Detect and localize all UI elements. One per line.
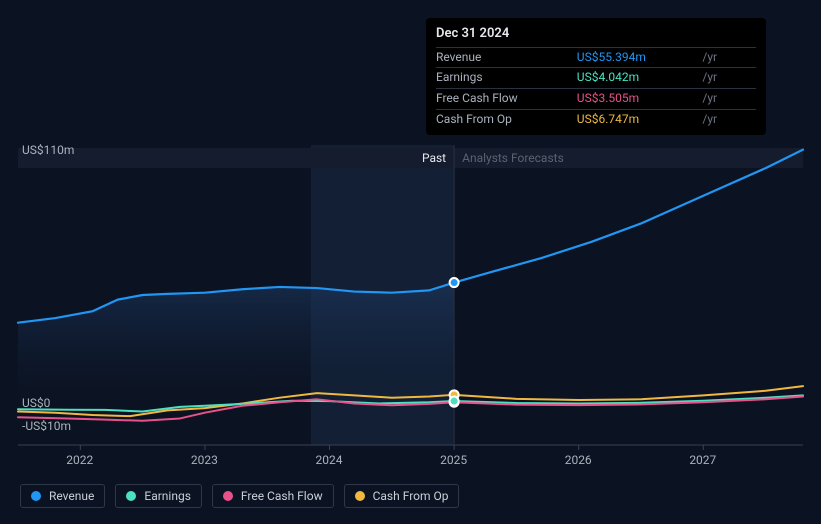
tooltip-row-value: US$3.505m — [577, 89, 699, 110]
hover-tooltip: Dec 31 2024 RevenueUS$55.394m/yrEarnings… — [426, 18, 766, 135]
y-tick-label: US$0 — [22, 396, 50, 410]
legend-item-revenue[interactable]: Revenue — [20, 484, 105, 508]
legend: Revenue Earnings Free Cash Flow Cash From O… — [20, 484, 459, 508]
legend-item-fcf[interactable]: Free Cash Flow — [212, 484, 334, 508]
period-label-past: Past — [18, 148, 454, 168]
period-label-forecast: Analysts Forecasts — [454, 148, 803, 168]
tooltip-row-value: US$6.747m — [577, 109, 699, 129]
x-tick-label: 2025 — [440, 453, 467, 467]
legend-dot-icon — [31, 491, 41, 501]
tooltip-row-label: Free Cash Flow — [436, 89, 577, 110]
tooltip-row: RevenueUS$55.394m/yr — [436, 47, 756, 68]
legend-item-label: Earnings — [144, 489, 191, 503]
tooltip-row: Cash From OpUS$6.747m/yr — [436, 109, 756, 129]
legend-item-label: Revenue — [49, 489, 94, 503]
tooltip-row-value: US$55.394m — [577, 47, 699, 68]
legend-item-earnings[interactable]: Earnings — [115, 484, 202, 508]
tooltip-row-unit: /yr — [698, 68, 756, 89]
tooltip-date: Dec 31 2024 — [436, 26, 756, 43]
legend-item-cashop[interactable]: Cash From Op — [344, 484, 460, 508]
tooltip-row-label: Revenue — [436, 47, 577, 68]
legend-dot-icon — [126, 491, 136, 501]
x-tick-label: 2022 — [66, 453, 93, 467]
y-tick-label: -US$10m — [22, 419, 71, 433]
x-tick-label: 2026 — [565, 453, 592, 467]
y-tick-label: US$110m — [22, 143, 74, 157]
tooltip-table: RevenueUS$55.394m/yrEarningsUS$4.042m/yr… — [436, 47, 756, 129]
legend-dot-icon — [355, 491, 365, 501]
tooltip-row-value: US$4.042m — [577, 68, 699, 89]
legend-dot-icon — [223, 491, 233, 501]
x-tick-label: 2024 — [316, 453, 343, 467]
x-tick-label: 2023 — [191, 453, 218, 467]
tooltip-row: Free Cash FlowUS$3.505m/yr — [436, 89, 756, 110]
financials-forecast-chart: Past Analysts Forecasts US$110m US$0 -US$1… — [0, 0, 821, 524]
legend-item-label: Cash From Op — [373, 489, 449, 503]
tooltip-row-unit: /yr — [698, 109, 756, 129]
x-tick-label: 2027 — [689, 453, 716, 467]
tooltip-row-unit: /yr — [698, 89, 756, 110]
tooltip-row: EarningsUS$4.042m/yr — [436, 68, 756, 89]
legend-item-label: Free Cash Flow — [241, 489, 323, 503]
tooltip-row-label: Cash From Op — [436, 109, 577, 129]
tooltip-row-unit: /yr — [698, 47, 756, 68]
tooltip-row-label: Earnings — [436, 68, 577, 89]
